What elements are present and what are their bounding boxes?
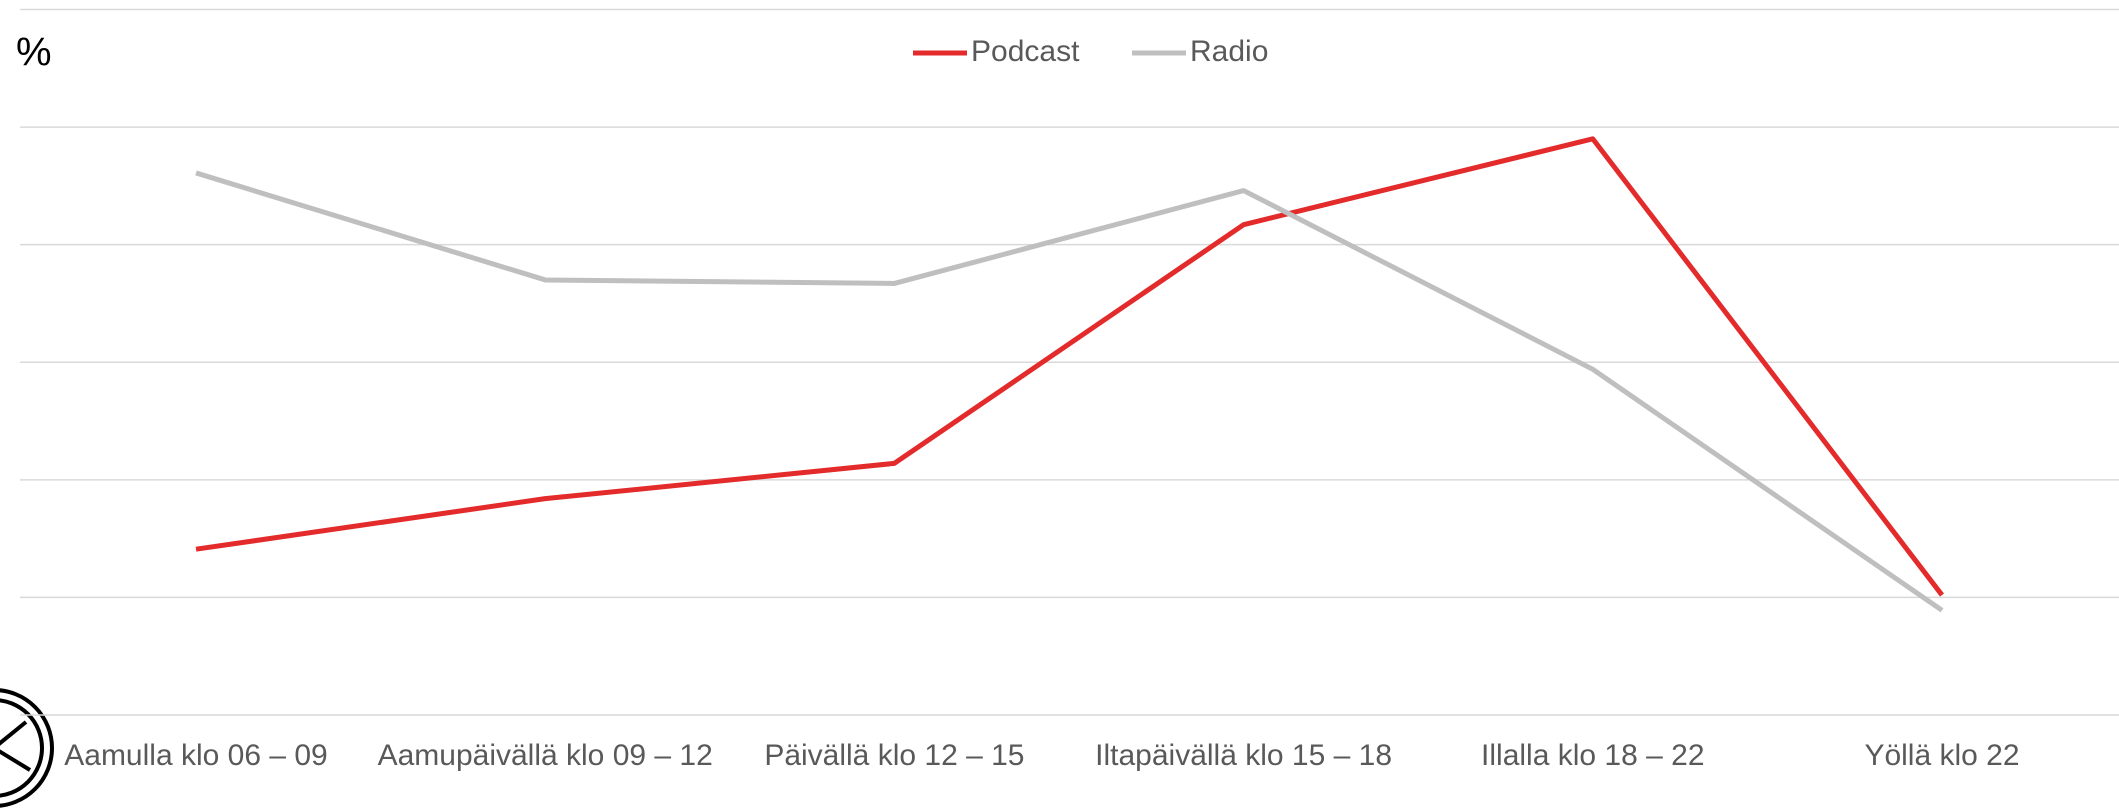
x-tick-label: Yöllä klo 22	[1864, 739, 2019, 772]
legend-label: Podcast	[971, 35, 1080, 68]
x-tick-label: Päivällä klo 12 – 15	[764, 739, 1024, 772]
series-line	[195, 136, 1944, 597]
x-tick-label: Iltapäivällä klo 15 – 18	[1095, 739, 1392, 772]
x-tick-label: Illalla klo 18 – 22	[1481, 739, 1704, 772]
clock-icon	[0, 688, 54, 808]
x-tick-label: Aamulla klo 06 – 09	[64, 739, 328, 772]
legend-label: Radio	[1190, 35, 1268, 68]
series-line	[195, 170, 1944, 613]
y-axis-label: %	[16, 31, 52, 75]
x-tick-label: Aamupäivällä klo 09 – 12	[378, 739, 713, 772]
